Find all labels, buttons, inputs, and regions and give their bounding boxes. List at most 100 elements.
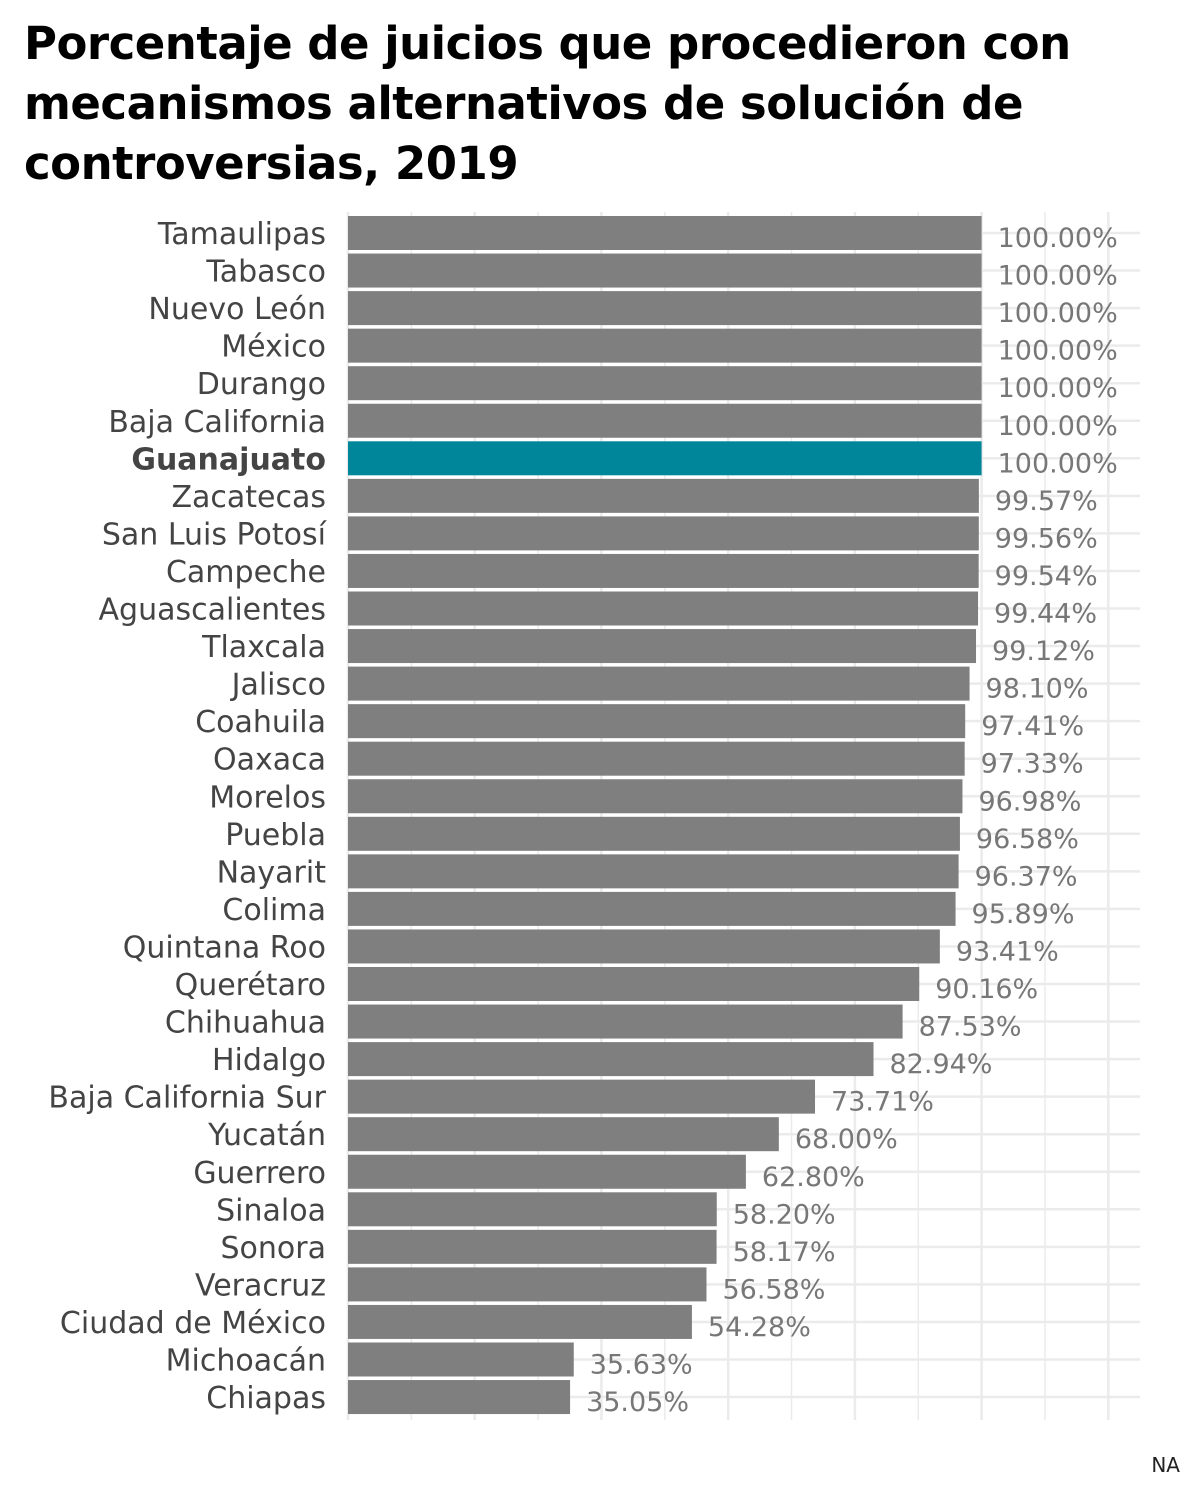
category-label: Baja California: [108, 405, 326, 440]
value-label: 99.12%: [992, 636, 1095, 667]
bar-nayarit: [348, 854, 959, 889]
bar-veracruz: [348, 1267, 707, 1302]
value-label: 99.54%: [995, 561, 1098, 592]
bar-zacatecas: [348, 478, 979, 513]
bar-quintana-roo: [348, 929, 940, 964]
category-label: Guanajuato: [131, 442, 326, 477]
bar-aguascalientes: [348, 591, 979, 626]
value-label: 58.17%: [733, 1237, 836, 1268]
value-label: 56.58%: [722, 1274, 825, 1305]
category-label: Yucatán: [207, 1118, 326, 1153]
value-label: 99.57%: [995, 486, 1098, 517]
value-label: 100.00%: [998, 223, 1118, 254]
category-label: Tamaulipas: [157, 217, 326, 252]
value-label: 96.98%: [978, 786, 1081, 817]
value-label: 35.63%: [590, 1350, 693, 1381]
value-label: 68.00%: [795, 1124, 898, 1155]
bar-ciudad-de-m-xico: [348, 1304, 692, 1339]
category-label: Jalisco: [230, 668, 326, 703]
bar-chiapas: [348, 1380, 571, 1415]
bar-chihuahua: [348, 1004, 903, 1039]
bar-morelos: [348, 779, 963, 814]
bar-sinaloa: [348, 1192, 717, 1227]
chart-title: Porcentaje de juicios que procedieron co…: [24, 17, 1071, 190]
value-label: 97.41%: [981, 711, 1084, 742]
value-label: 100.00%: [998, 411, 1118, 442]
category-label: Nayarit: [217, 855, 327, 890]
bar-puebla: [348, 816, 960, 851]
bar-tlaxcala: [348, 629, 977, 664]
bar-tamaulipas: [348, 216, 982, 250]
category-label: Coahuila: [195, 705, 326, 740]
bar-yucat-n: [348, 1117, 779, 1152]
value-label: 95.89%: [972, 899, 1075, 930]
bar-campeche: [348, 553, 979, 588]
bar-colima: [348, 891, 956, 926]
category-label: Chiapas: [206, 1381, 326, 1416]
bar-baja-california: [348, 403, 982, 438]
category-label: Veracruz: [195, 1268, 326, 1303]
category-label: Guerrero: [193, 1156, 326, 1191]
value-label: 99.56%: [995, 523, 1098, 554]
category-label: Colima: [222, 893, 326, 928]
value-label: 58.20%: [733, 1199, 836, 1230]
category-label: Puebla: [225, 818, 326, 853]
bar-tabasco: [348, 253, 982, 288]
category-label: Chihuahua: [165, 1006, 326, 1041]
category-label: Sonora: [221, 1231, 326, 1266]
category-label: Querétaro: [175, 968, 326, 1003]
value-label: 54.28%: [708, 1312, 811, 1343]
category-label: Morelos: [209, 780, 326, 815]
bars: [348, 216, 982, 1415]
bar-hidalgo: [348, 1042, 874, 1077]
bar-baja-california-sur: [348, 1079, 816, 1114]
category-label: Zacatecas: [171, 480, 326, 515]
bar-guerrero: [348, 1154, 746, 1189]
category-label: Nuevo León: [148, 292, 326, 327]
value-label: 73.71%: [831, 1087, 934, 1118]
bar-sonora: [348, 1229, 717, 1264]
bar-san-luis-potos-: [348, 516, 979, 551]
bar-nuevo-le-n: [348, 291, 982, 326]
category-label: Campeche: [166, 555, 326, 590]
bar-jalisco: [348, 666, 970, 701]
category-label: Baja California Sur: [48, 1081, 326, 1116]
bar-durango: [348, 366, 982, 401]
caption: NA: [1151, 1453, 1180, 1477]
value-label: 99.44%: [994, 599, 1097, 630]
category-label: Ciudad de México: [60, 1306, 326, 1341]
value-label: 100.00%: [998, 298, 1118, 329]
category-label: México: [221, 330, 326, 365]
category-label: Tlaxcala: [201, 630, 326, 665]
category-label: Aguascalientes: [99, 593, 326, 628]
value-label: 82.94%: [890, 1049, 993, 1080]
bar-quer-taro: [348, 967, 920, 1001]
category-label: Durango: [197, 367, 326, 402]
value-label: 98.10%: [986, 674, 1089, 705]
bar-michoac-n: [348, 1342, 574, 1377]
value-label: 96.58%: [976, 824, 1079, 855]
value-label: 100.00%: [998, 336, 1118, 367]
bar-m-xico: [348, 328, 982, 363]
category-label: San Luis Potosí: [102, 517, 328, 552]
category-label: Oaxaca: [213, 743, 326, 778]
category-label: Sinaloa: [216, 1193, 326, 1228]
value-label: 100.00%: [998, 448, 1118, 479]
value-label: 100.00%: [998, 261, 1118, 292]
value-label: 93.41%: [956, 936, 1059, 967]
value-label: 96.37%: [975, 861, 1078, 892]
value-label: 35.05%: [586, 1387, 689, 1418]
value-label: 87.53%: [919, 1012, 1022, 1043]
value-label: 90.16%: [935, 974, 1038, 1005]
category-label: Tabasco: [205, 255, 326, 290]
category-label: Hidalgo: [212, 1043, 326, 1078]
value-label: 97.33%: [981, 749, 1084, 780]
bar-guanajuato: [348, 441, 982, 476]
value-label: 62.80%: [762, 1162, 865, 1193]
bar-oaxaca: [348, 741, 965, 776]
bar-coahuila: [348, 704, 966, 739]
value-label: 100.00%: [998, 373, 1118, 404]
value-labels: 100.00% 100.00% 100.00% 100.00% 100.00% 100.0…: [586, 223, 1118, 1418]
